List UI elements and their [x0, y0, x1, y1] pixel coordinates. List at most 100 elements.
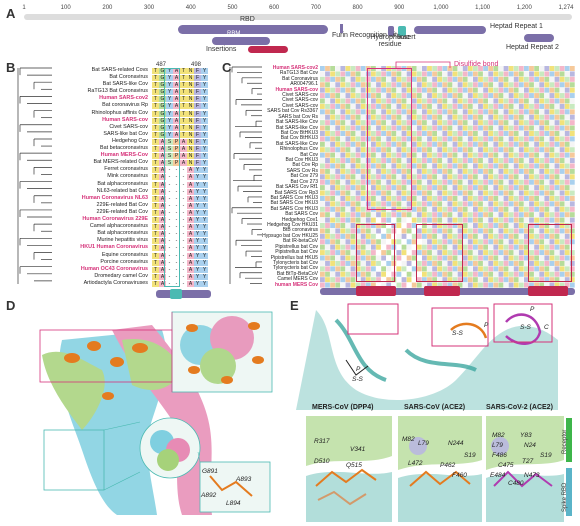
residue-cell: A: [159, 224, 166, 231]
sars-complex-image: [398, 416, 482, 522]
alignment-cell: [539, 66, 545, 72]
residue-cell: A: [159, 209, 166, 216]
alignment-cell: [483, 71, 488, 77]
alignment-cell: [564, 190, 570, 196]
alignment-cell: [544, 244, 550, 250]
residue-cell: A: [159, 245, 166, 252]
alignment-cell: [350, 168, 356, 174]
alignment-cell: [330, 109, 335, 115]
alignment-cell: [483, 136, 488, 142]
alignment-cell: [467, 185, 473, 191]
alignment-cell: [544, 130, 550, 136]
alignment-cell: [518, 212, 524, 218]
alignment-cell: [442, 233, 448, 239]
alignment-cell: [340, 217, 346, 223]
alignment-cell: [411, 82, 417, 88]
alignment-cell: [386, 250, 392, 256]
alignment-cell: [401, 282, 407, 288]
alignment-cell: [401, 228, 407, 234]
alignment-cell: [416, 271, 422, 277]
species-name-b: Porcine coronavirus: [100, 258, 148, 265]
alignment-cell: [559, 179, 565, 185]
alignment-cell: [498, 87, 504, 93]
residue-cell: -: [166, 174, 173, 181]
residue-cell: -: [173, 167, 180, 174]
alignment-cell: [330, 125, 335, 131]
alignment-cell: [524, 147, 529, 153]
alignment-cell: [320, 109, 325, 115]
alignment-cell: [422, 82, 427, 88]
alignment-cell: [330, 114, 335, 120]
alignment-cell: [508, 185, 514, 191]
alignment-cell: [386, 217, 392, 223]
alignment-cell: [396, 195, 402, 201]
alignment-cell: [406, 136, 412, 142]
alignment-cell: [422, 152, 427, 158]
alignment-cell: [549, 266, 555, 272]
alignment-cell: [376, 147, 381, 153]
species-name-b: Human MERS-Cov: [100, 152, 148, 159]
alignment-cell: [544, 266, 550, 272]
alignment-cell: [411, 98, 417, 104]
alignment-cell: [335, 93, 341, 99]
alignment-cell: [371, 228, 376, 234]
alignment-cell: [391, 87, 397, 93]
alignment-cell: [427, 201, 432, 207]
rbd-domain: [178, 25, 328, 34]
alignment-cell: [355, 168, 361, 174]
alignment-cell: [345, 223, 351, 229]
residue-cell: T: [152, 68, 159, 74]
species-name-b: Human Coronavirus NL63: [81, 194, 148, 201]
alignment-cell: [554, 71, 560, 77]
species-name-b: Mink coronavirus: [107, 173, 148, 180]
alignment-cell: [473, 120, 478, 126]
alignment-cell: [365, 233, 371, 239]
alignment-cell: [564, 228, 570, 234]
alignment-cell: [406, 168, 412, 174]
alignment-cell: [564, 266, 570, 272]
alignment-cell: [401, 120, 407, 126]
alignment-cell: [360, 93, 366, 99]
alignment-cell: [396, 136, 402, 142]
alignment-cell: [381, 282, 386, 288]
alignment-cell: [427, 168, 432, 174]
alignment-cell: [416, 277, 422, 283]
alignment-cell: [564, 168, 570, 174]
residue-cell: T: [152, 75, 159, 82]
alignment-cell: [473, 195, 478, 201]
alignment-cell: [320, 185, 325, 191]
residue-cell: -: [173, 259, 180, 266]
alignment-cell: [518, 120, 524, 126]
alignment-cell: [371, 103, 376, 109]
residue-cell: Y: [194, 195, 201, 202]
alignment-cell: [376, 93, 381, 99]
alignment-cell: [529, 250, 534, 256]
residue-cell: T: [180, 68, 187, 74]
alignment-cell: [559, 239, 565, 245]
alignment-cell: [427, 217, 432, 223]
alignment-cell: [406, 76, 412, 82]
residue-cell: T: [152, 188, 159, 195]
alignment-cell: [493, 185, 499, 191]
alignment-cell: [320, 260, 325, 266]
alignment-cell: [483, 266, 488, 272]
alignment-cell: [513, 195, 519, 201]
alignment-cell: [365, 93, 371, 99]
alignment-cell: [529, 125, 534, 131]
residue-cell: -: [173, 188, 180, 195]
alignment-cell: [447, 168, 453, 174]
alignment-cell: [539, 93, 545, 99]
alignment-cell: [355, 271, 361, 277]
residue-cell: Y: [201, 217, 208, 224]
alignment-cell: [432, 109, 437, 115]
alignment-cell: [457, 168, 463, 174]
residue-cell: Y: [194, 252, 201, 259]
alignment-cell: [350, 190, 356, 196]
alignment-cell: [478, 282, 483, 288]
alignment-cell: [498, 141, 504, 147]
alignment-cell: [534, 190, 539, 196]
alignment-cell: [340, 233, 346, 239]
alignment-cell: [325, 152, 330, 158]
alignment-cell: [442, 130, 448, 136]
